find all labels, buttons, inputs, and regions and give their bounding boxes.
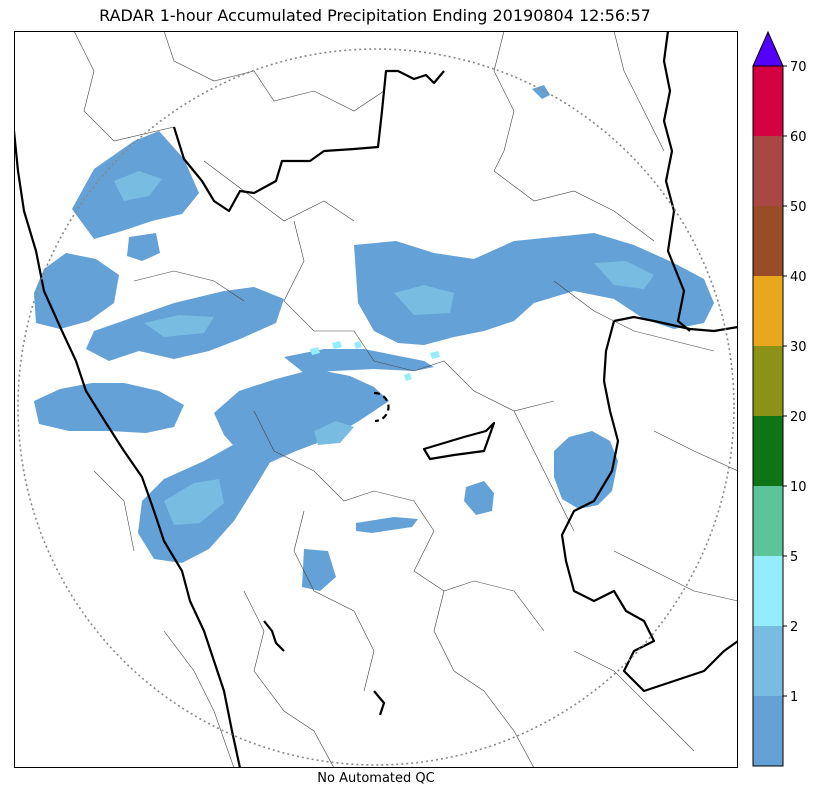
colorbar-tick-label: 1 [790,690,798,705]
precip-moderate-areas [114,171,654,525]
colorbar-tick-label-top: 70 [790,60,807,75]
precip-light-areas [34,85,714,591]
colorbar: 1 2 5 10 20 30 40 50 60 70 [752,30,807,767]
colorbar-segment [753,346,783,416]
colorbar-tick-label: 60 [790,130,807,145]
colorbar-segment [753,626,783,696]
colorbar-segments [753,66,783,766]
colorbar-tick-label: 50 [790,200,807,215]
colorbar-tick-label: 5 [790,550,798,565]
radar-map [14,31,738,768]
map-title: RADAR 1-hour Accumulated Precipitation E… [99,6,651,25]
district-borders [73,31,738,768]
precip-band-south-small [302,549,336,591]
colorbar-tick-label: 2 [790,620,798,635]
colorbar-segment [753,696,783,766]
radar-site-marker [373,391,390,423]
colorbar-segment [753,136,783,206]
precip-patch-north-tiny [532,85,550,99]
colorbar-labels: 1 2 5 10 20 30 40 50 60 70 [783,60,807,705]
colorbar-segment [753,416,783,486]
colorbar-segment [753,556,783,626]
precip-band-west [34,253,119,329]
colorbar-segment [753,66,783,136]
precip-streak-south [356,517,418,533]
colorbar-tick-label: 10 [790,480,807,495]
precip-streak-center [284,349,434,373]
colorbar-segment [753,276,783,346]
precip-heavy-cells [310,341,440,381]
qc-caption: No Automated QC [317,771,435,786]
radar-range-ring [17,48,735,766]
state-borders [14,31,738,768]
colorbar-extend-arrow [752,30,784,67]
coastline [14,130,242,768]
colorbar-tick-label: 30 [790,340,807,355]
precip-band-northeast [354,233,714,345]
colorbar-tick-label: 40 [790,270,807,285]
colorbar-segment [753,486,783,556]
precip-band-coast [34,383,184,433]
precip-patch-small [127,233,160,261]
colorbar-tick-label: 20 [790,410,807,425]
precip-patch-southeast [464,481,494,515]
colorbar-segment [753,206,783,276]
